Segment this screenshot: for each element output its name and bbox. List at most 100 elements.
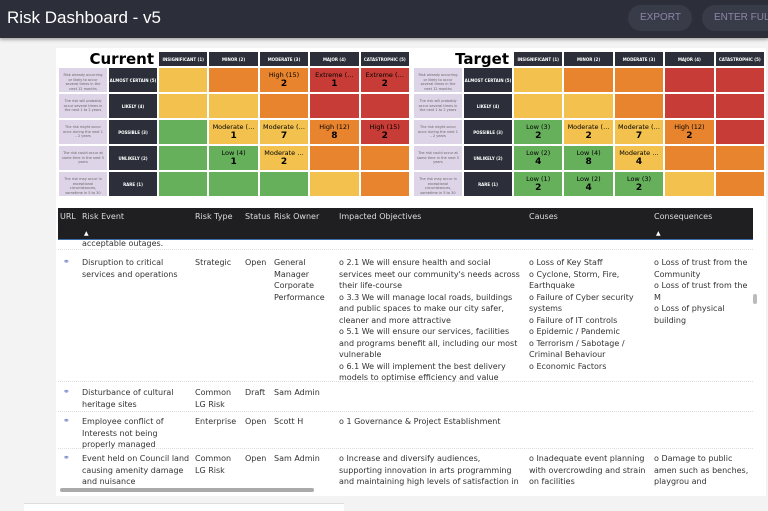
- table-row[interactable]: ⚭ Event held on Council land causing amen…: [58, 449, 753, 490]
- risk-matrix-cell[interactable]: [613, 93, 665, 119]
- column-header-url[interactable]: URL: [60, 212, 76, 221]
- top-bar: Risk Dashboard - v5 EXPORT ENTER FULL: [0, 0, 768, 38]
- risk-matrix-cell[interactable]: [208, 67, 259, 93]
- risk-matrix-cell[interactable]: [664, 145, 715, 171]
- risk-matrix-cell[interactable]: Low (2) 4: [513, 145, 564, 171]
- link-icon[interactable]: ⚭: [63, 416, 70, 425]
- link-icon[interactable]: ⚭: [63, 387, 70, 396]
- risk-matrix-cell[interactable]: [714, 93, 765, 119]
- risk-matrix-cell[interactable]: [664, 67, 715, 93]
- risk-matrix-cell[interactable]: [664, 93, 715, 119]
- cell-consequences: o Loss of trust from the Community o Los…: [654, 258, 748, 325]
- column-header-risk-event[interactable]: Risk Event: [82, 212, 125, 221]
- risk-matrix-cell[interactable]: [158, 67, 209, 93]
- risk-rating-label: Low (1): [526, 175, 551, 183]
- risk-matrix-cell[interactable]: Moderate (… 2: [563, 119, 614, 145]
- risk-matrix-cell[interactable]: [513, 93, 564, 119]
- risk-matrix-cell[interactable]: Extreme (… 2: [359, 67, 410, 93]
- likelihood-level: POSSIBLE (3): [463, 119, 513, 145]
- column-header-status[interactable]: Status: [245, 212, 271, 221]
- risk-rating-label: Low (4): [576, 149, 601, 157]
- column-header-causes[interactable]: Causes: [529, 212, 558, 221]
- risk-matrix-cell[interactable]: [714, 145, 765, 171]
- risk-matrix-cell[interactable]: [359, 171, 410, 197]
- risk-matrix-cell[interactable]: Low (4) 8: [563, 145, 614, 171]
- column-header-risk-type[interactable]: Risk Type: [195, 212, 233, 221]
- risk-matrix-cell[interactable]: High (15) 2: [359, 119, 410, 145]
- column-header-impacted-objectives[interactable]: Impacted Objectives: [339, 212, 422, 221]
- sort-asc-icon[interactable]: ▲: [84, 230, 89, 237]
- risk-matrix-cell[interactable]: [208, 171, 259, 197]
- likelihood-description: The risk will probably occur several tim…: [413, 93, 463, 119]
- likelihood-description: The risk might occur once during the nex…: [58, 119, 108, 145]
- risk-matrix-cell[interactable]: [613, 67, 665, 93]
- export-button[interactable]: EXPORT: [628, 5, 692, 31]
- risk-count: 2: [585, 131, 592, 141]
- risk-count: 7: [280, 131, 288, 141]
- risk-matrix-cell[interactable]: Moderate … 4: [613, 145, 665, 171]
- risk-matrix-cell[interactable]: Low (3) 2: [513, 119, 564, 145]
- risk-matrix-cell[interactable]: [158, 171, 209, 197]
- impact-column-header: MODERATE (3): [258, 51, 310, 67]
- risk-matrix-cell[interactable]: [158, 119, 209, 145]
- table-row[interactable]: ⚭ Employee conflict of Interests not bein…: [58, 412, 753, 449]
- likelihood-description: Risk already occurring or likely to occu…: [413, 67, 463, 93]
- enter-fullscreen-button[interactable]: ENTER FULL: [702, 5, 768, 31]
- risk-matrix-cell[interactable]: Low (3) 2: [613, 171, 665, 197]
- likelihood-description: The risk could occur at some time in the…: [58, 145, 108, 171]
- risk-matrix-cell[interactable]: Low (1) 2: [513, 171, 564, 197]
- column-header-risk-owner[interactable]: Risk Owner: [274, 212, 320, 221]
- risk-matrix-cell[interactable]: [258, 171, 310, 197]
- likelihood-level: RARE (1): [463, 171, 513, 197]
- risk-matrix-cell[interactable]: [158, 145, 209, 171]
- risk-matrix-cell[interactable]: Moderate … 2: [258, 145, 310, 171]
- cell-type: Common LG Risk: [195, 388, 234, 409]
- risk-matrix-cell[interactable]: Low (4) 1: [208, 145, 259, 171]
- risk-matrix-cell[interactable]: High (15) 2: [258, 67, 310, 93]
- risk-matrix-cell[interactable]: Moderate (… 7: [258, 119, 310, 145]
- sort-asc-icon[interactable]: ▲: [656, 230, 661, 237]
- risk-count: 2: [280, 79, 288, 89]
- risk-matrix-cell[interactable]: [258, 93, 310, 119]
- risk-matrix-cell[interactable]: [309, 171, 360, 197]
- cell-owner: General Manager Corporate Performance: [274, 258, 325, 302]
- risk-matrix-cell[interactable]: [664, 171, 715, 197]
- page-tabs[interactable]: [24, 503, 344, 511]
- link-icon[interactable]: ⚭: [63, 453, 70, 462]
- impact-column-header: MINOR (2): [563, 51, 614, 67]
- risk-matrix-cell[interactable]: Moderate (… 1: [208, 119, 259, 145]
- risk-matrix-cell[interactable]: [208, 93, 259, 119]
- risk-rating-label: Low (3): [526, 123, 551, 131]
- vertical-scrollbar[interactable]: [753, 294, 757, 304]
- table-row[interactable]: ⚭ Disturbance of cultural heritage sites C…: [58, 383, 753, 412]
- risk-rating-label: Moderate (…: [567, 123, 610, 131]
- risk-matrix-cell[interactable]: Extreme (… 1: [309, 67, 360, 93]
- risk-matrix-cell[interactable]: [309, 93, 360, 119]
- horizontal-scrollbar[interactable]: [60, 488, 314, 492]
- risk-matrix-cell[interactable]: High (12) 2: [664, 119, 715, 145]
- impact-column-header: INSIGNIFICANT (1): [513, 51, 564, 67]
- cell-consequences: [654, 387, 753, 415]
- risk-matrix-cell[interactable]: [359, 145, 410, 171]
- risk-matrix-cell[interactable]: [513, 67, 564, 93]
- risk-matrix-cell[interactable]: [714, 67, 765, 93]
- risk-matrix-cell[interactable]: [714, 171, 765, 197]
- risk-matrix-cell[interactable]: [309, 145, 360, 171]
- risk-rating-label: Moderate (…: [212, 123, 255, 131]
- risk-matrix-cell[interactable]: High (12) 8: [309, 119, 360, 145]
- risk-matrix-cell[interactable]: Moderate (… 7: [613, 119, 665, 145]
- risk-matrix-cell[interactable]: [563, 67, 614, 93]
- risk-count: 4: [635, 157, 643, 167]
- risk-matrix-cell[interactable]: [714, 119, 765, 145]
- risk-matrix-cell[interactable]: [563, 93, 614, 119]
- risk-count: 2: [535, 131, 542, 141]
- risk-matrix-cell[interactable]: [359, 93, 410, 119]
- risk-matrix-cell[interactable]: [158, 93, 209, 119]
- column-header-consequences[interactable]: Consequences: [654, 212, 713, 221]
- cell-status: Draft: [245, 388, 266, 397]
- risk-count: 8: [331, 131, 338, 141]
- risk-rating-label: Extreme (…: [315, 71, 354, 79]
- link-icon[interactable]: ⚭: [63, 257, 70, 266]
- table-row[interactable]: ⚭ Disruption to critical services and ope…: [58, 253, 753, 382]
- risk-matrix-cell[interactable]: Low (2) 4: [563, 171, 614, 197]
